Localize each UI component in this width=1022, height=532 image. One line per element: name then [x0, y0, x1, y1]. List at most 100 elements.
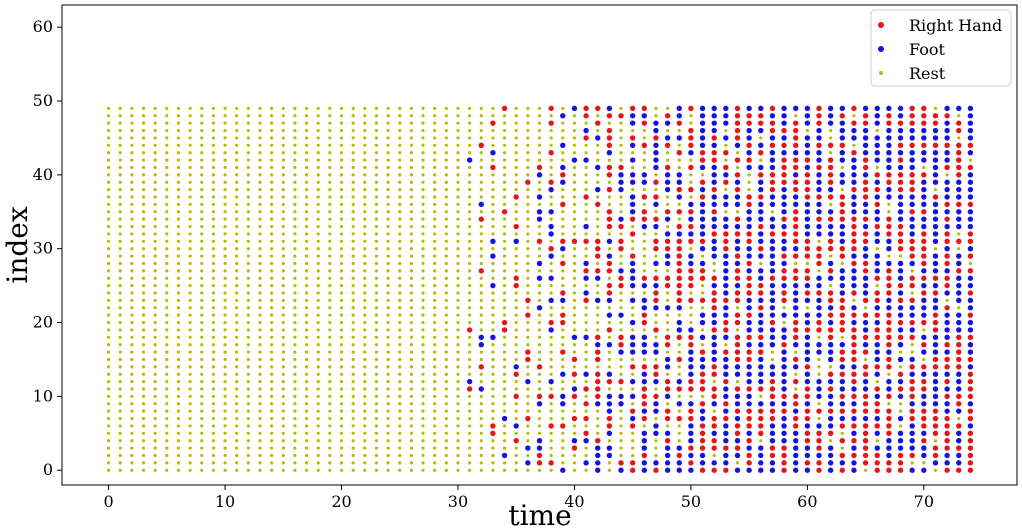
point-right-hand [723, 415, 729, 422]
point-right-hand [676, 238, 682, 245]
point-rest [444, 394, 448, 398]
point-foot [827, 260, 834, 267]
point-right-hand [909, 253, 915, 259]
point-foot [513, 364, 519, 370]
point-right-hand [862, 157, 869, 163]
point-rest [666, 424, 670, 428]
point-foot [629, 260, 636, 267]
point-right-hand [967, 393, 974, 400]
point-foot [781, 423, 787, 429]
point-foot [886, 437, 892, 444]
point-rest [211, 106, 215, 110]
point-rest [118, 291, 122, 295]
point-foot [921, 371, 927, 377]
point-rest [351, 136, 355, 140]
point-rest [351, 380, 355, 384]
point-rest [130, 387, 134, 391]
point-rest [293, 158, 297, 162]
point-rest [118, 357, 122, 362]
point-rest [561, 416, 565, 421]
point-rest [153, 173, 157, 177]
point-rest [363, 394, 367, 398]
point-right-hand [490, 423, 496, 429]
point-rest [514, 106, 518, 110]
point-rest [398, 335, 402, 339]
point-rest [246, 446, 250, 450]
point-rest [328, 313, 332, 317]
point-rest [468, 254, 472, 258]
point-rest [165, 165, 169, 170]
point-right-hand [944, 201, 950, 208]
point-rest [258, 402, 262, 406]
point-rest [316, 121, 320, 125]
point-foot [886, 378, 892, 385]
point-rest [398, 254, 402, 258]
point-rest [165, 431, 169, 435]
point-right-hand [758, 194, 764, 200]
point-rest [176, 313, 181, 317]
point-foot [641, 223, 648, 230]
point-right-hand [688, 460, 694, 466]
point-rest [118, 416, 122, 421]
point-rest [130, 239, 134, 243]
point-rest [200, 380, 204, 384]
point-rest [619, 136, 623, 140]
point-rest [479, 424, 483, 428]
point-rest [165, 468, 169, 472]
point-foot [688, 364, 694, 370]
point-foot [804, 356, 811, 363]
point-rest [235, 461, 239, 465]
point-rest [619, 106, 623, 110]
point-rest [596, 409, 600, 413]
point-rest [270, 409, 274, 413]
point-right-hand [874, 408, 880, 414]
point-foot [816, 172, 822, 178]
point-foot [921, 312, 927, 318]
point-right-hand [874, 312, 880, 318]
point-right-hand [897, 179, 904, 185]
point-rest [165, 276, 169, 280]
point-rest [398, 173, 402, 177]
point-right-hand [967, 268, 974, 274]
point-foot [874, 445, 880, 451]
point-rest [468, 224, 472, 229]
point-rest [735, 210, 740, 214]
point-foot [862, 245, 869, 252]
point-rest [363, 128, 367, 133]
point-foot [571, 105, 578, 112]
point-rest [596, 306, 600, 310]
point-rest [211, 298, 215, 302]
point-rest [316, 143, 320, 147]
point-foot [839, 268, 845, 274]
point-rest [572, 431, 577, 435]
point-foot [699, 415, 706, 422]
point-right-hand [758, 408, 764, 414]
point-rest [130, 402, 134, 406]
point-foot [827, 341, 834, 348]
point-rest [165, 357, 169, 362]
point-rest [433, 402, 437, 406]
point-rest [433, 239, 437, 243]
point-foot [641, 341, 648, 348]
point-right-hand [699, 194, 706, 200]
point-rest [584, 328, 588, 332]
point-rest [502, 188, 507, 192]
point-rest [118, 402, 122, 406]
point-rest [188, 210, 192, 214]
point-rest [328, 291, 332, 295]
point-rest [770, 210, 775, 214]
point-rest [258, 387, 262, 391]
point-foot [606, 445, 613, 451]
point-right-hand [641, 386, 648, 392]
point-right-hand [862, 460, 869, 466]
point-right-hand [734, 231, 741, 237]
point-right-hand [793, 164, 799, 171]
point-rest [328, 247, 332, 251]
point-foot [641, 460, 648, 466]
point-rest [374, 291, 379, 295]
point-rest [374, 217, 379, 221]
point-right-hand [606, 290, 613, 296]
point-rest [491, 269, 495, 273]
point-foot [804, 209, 811, 215]
